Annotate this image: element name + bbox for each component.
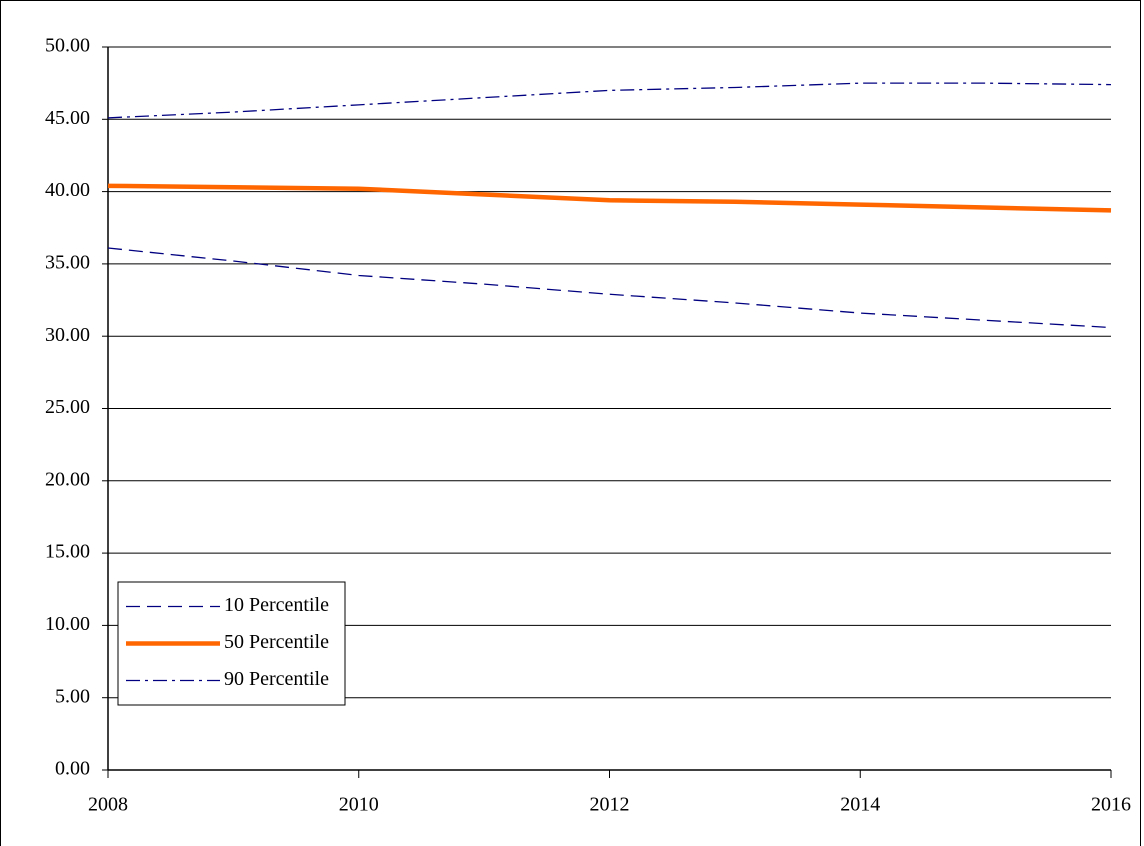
x-tick-label: 2016 (1091, 794, 1131, 816)
x-tick-label: 2012 (590, 794, 630, 816)
x-tick-label: 2010 (339, 794, 379, 816)
y-tick-label: 0.00 (55, 758, 90, 780)
legend-label: 90 Percentile (224, 668, 329, 690)
series-line (107, 82, 1112, 119)
x-tick-label: 2014 (840, 794, 880, 816)
y-tick-label: 45.00 (45, 107, 90, 129)
y-tick-label: 5.00 (55, 685, 90, 707)
y-tick-label: 35.00 (45, 251, 90, 273)
series-line (107, 247, 1112, 329)
x-tick-label: 2008 (88, 794, 128, 816)
legend-label: 50 Percentile (224, 631, 329, 653)
y-tick-label: 25.00 (45, 396, 90, 418)
y-tick-label: 10.00 (45, 613, 90, 635)
y-tick-label: 20.00 (45, 468, 90, 490)
y-tick-label: 15.00 (45, 541, 90, 563)
y-tick-label: 30.00 (45, 324, 90, 346)
y-tick-label: 40.00 (45, 179, 90, 201)
series-line (107, 183, 1112, 213)
legend-label: 10 Percentile (224, 594, 329, 616)
y-tick-label: 50.00 (45, 35, 90, 57)
